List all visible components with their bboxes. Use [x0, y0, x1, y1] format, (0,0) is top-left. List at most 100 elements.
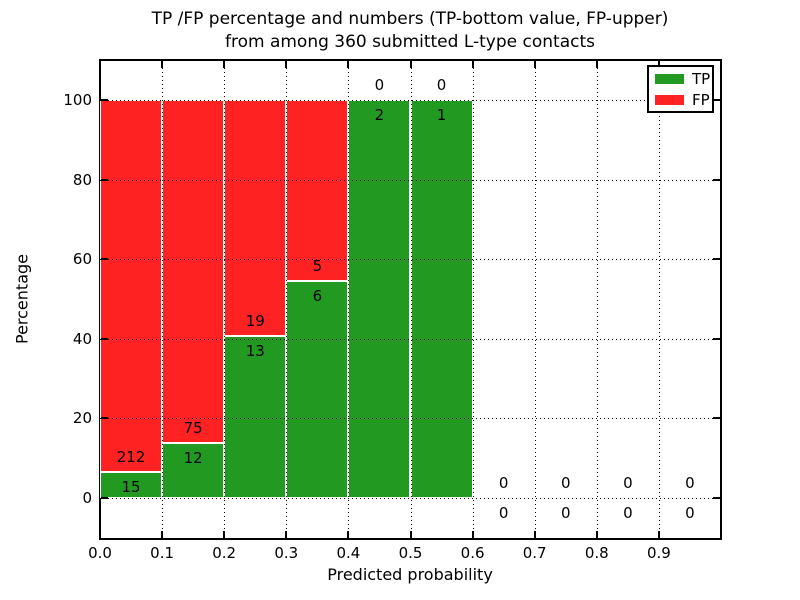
- tp-count-label: 15: [121, 477, 141, 496]
- y-tick-label: 40: [72, 329, 92, 348]
- legend-label: TP: [692, 69, 711, 88]
- x-axis-tick: [223, 531, 226, 538]
- x-axis-tick-top: [409, 61, 412, 68]
- x-tick-label: 0.4: [336, 544, 361, 562]
- bar-fp-segment: [100, 100, 163, 472]
- x-axis-tick-top: [347, 61, 350, 68]
- y-axis-tick: [101, 337, 108, 340]
- x-axis-tick-top: [223, 61, 226, 68]
- x-axis-tick: [657, 531, 660, 538]
- tp-count-label: 6: [312, 286, 323, 305]
- grid-line-vertical: [348, 60, 350, 538]
- y-axis-label: Percentage: [12, 253, 32, 345]
- y-axis-tick: [101, 178, 108, 181]
- y-tick-label: 100: [63, 91, 92, 109]
- x-axis-tick: [533, 531, 536, 538]
- x-axis-tick: [720, 531, 722, 538]
- x-axis-tick: [347, 531, 350, 538]
- grid-line-vertical: [658, 60, 660, 538]
- tp-count-label: 13: [245, 342, 265, 361]
- tp-count-label: 1: [436, 106, 447, 124]
- y-tick-label: 60: [72, 250, 92, 269]
- y-axis-tick-right: [713, 258, 720, 261]
- grid-line-vertical: [286, 60, 288, 538]
- x-axis-tick-top: [720, 61, 722, 68]
- y-axis-tick-right: [713, 337, 720, 340]
- legend-entry-tp: TP: [649, 68, 712, 89]
- x-tick-label: 0.9: [646, 544, 671, 562]
- tp-count-label: 0: [498, 504, 509, 522]
- x-tick-label: 0.8: [584, 544, 609, 562]
- x-axis-tick: [471, 531, 474, 538]
- x-axis-tick-top: [657, 61, 660, 68]
- bar-tp-segment: [224, 336, 287, 498]
- grid-line-vertical: [410, 60, 412, 538]
- y-axis-tick-right: [713, 178, 720, 181]
- x-axis-tick: [409, 531, 412, 538]
- y-tick-label: 20: [72, 409, 92, 428]
- x-tick-label: 0.7: [522, 544, 547, 562]
- fp-count-label: 19: [245, 312, 265, 331]
- grid-line-vertical: [596, 60, 598, 538]
- x-axis-tick-top: [471, 61, 474, 68]
- x-axis-tick: [99, 531, 101, 538]
- fp-count-label: 0: [436, 76, 447, 94]
- x-tick-label: 0.3: [274, 544, 299, 562]
- y-axis-tick: [101, 258, 108, 261]
- bar-fp-segment: [224, 100, 287, 337]
- x-tick-label: 0.0: [88, 544, 112, 562]
- x-axis-label: Predicted probability: [327, 565, 493, 584]
- grid-line-vertical: [224, 60, 226, 538]
- x-axis-tick-top: [285, 61, 288, 68]
- y-axis-tick-right: [713, 99, 720, 101]
- x-axis-tick: [595, 531, 598, 538]
- x-axis-tick-top: [533, 61, 536, 68]
- fp-count-label: 0: [374, 76, 385, 94]
- fp-count-label: 0: [560, 474, 571, 492]
- y-axis-tick: [101, 417, 108, 420]
- x-axis-tick: [285, 531, 288, 538]
- x-axis-tick: [161, 531, 164, 538]
- x-axis-tick-top: [595, 61, 598, 68]
- bar-tp-segment: [100, 471, 163, 498]
- grid-line-vertical: [534, 60, 536, 538]
- x-tick-label: 0.2: [212, 544, 237, 562]
- tp-count-label: 0: [685, 504, 695, 522]
- fp-count-label: 0: [498, 474, 509, 492]
- x-tick-label: 0.6: [460, 544, 485, 562]
- x-axis-tick-top: [99, 61, 101, 68]
- chart-title-line2: from among 360 submitted L-type contacts: [224, 32, 595, 52]
- bar-tp-segment: [410, 100, 473, 498]
- tp-count-label: 2: [374, 106, 385, 124]
- x-tick-label: 0.1: [150, 544, 175, 562]
- bar-tp-segment: [348, 100, 411, 498]
- bar-tp-segment: [286, 280, 349, 498]
- y-tick-label: 0: [82, 489, 92, 507]
- fp-count-label: 0: [685, 474, 695, 492]
- y-axis-tick: [101, 497, 108, 499]
- fp-count-label: 212: [116, 447, 146, 466]
- tp-count-label: 0: [623, 504, 633, 522]
- y-axis-tick-right: [713, 497, 720, 499]
- chart-title-line1: TP /FP percentage and numbers (TP-bottom…: [151, 9, 669, 29]
- legend-swatch-fp: [655, 94, 684, 105]
- grid-line-vertical: [162, 60, 164, 538]
- y-tick-label: 80: [72, 170, 92, 189]
- chart-title: TP /FP percentage and numbers (TP-bottom…: [20, 8, 800, 54]
- legend-entry-fp: FP: [649, 89, 712, 110]
- tp-count-label: 0: [560, 504, 571, 522]
- y-axis-tick-right: [713, 417, 720, 420]
- grid-line-vertical: [472, 60, 474, 538]
- legend-swatch-tp: [655, 73, 684, 84]
- x-tick-label: 0.5: [398, 544, 423, 562]
- y-axis-tick: [101, 99, 108, 101]
- fp-count-label: 75: [183, 419, 203, 438]
- fp-count-label: 0: [623, 474, 633, 492]
- legend: TP FP: [647, 65, 714, 113]
- x-axis-tick-top: [161, 61, 164, 68]
- bar-fp-segment: [162, 100, 225, 444]
- fp-count-label: 5: [312, 256, 323, 275]
- legend-label: FP: [692, 90, 710, 109]
- tp-count-label: 12: [183, 449, 203, 468]
